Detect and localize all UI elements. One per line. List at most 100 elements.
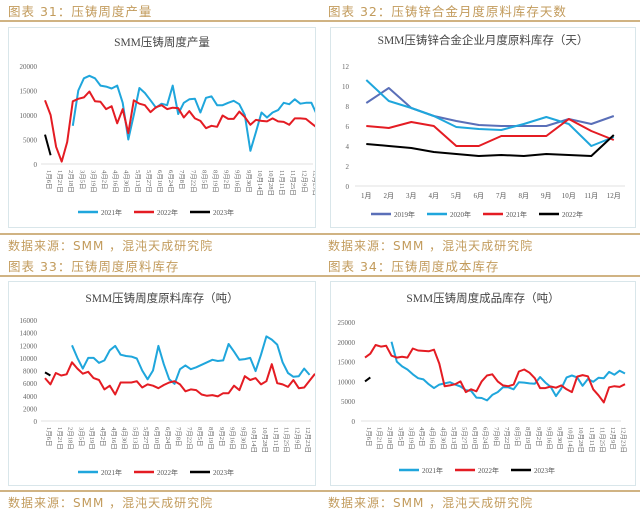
divider xyxy=(0,233,320,235)
legend-label: 2021年 xyxy=(422,466,443,475)
divider xyxy=(320,233,640,235)
legend-label: 2023年 xyxy=(534,466,555,475)
y-tick-label: 5000 xyxy=(23,137,38,145)
divider xyxy=(320,20,640,22)
x-tick-label: 5月 xyxy=(451,192,462,200)
x-tick-label: 11月 xyxy=(584,192,598,200)
y-tick-label: 2 xyxy=(346,163,350,171)
x-tick-label: 6月24日 xyxy=(167,170,175,193)
chart-box: SMM压铸周度产量 0 5000 10000 15000 20000 1月6日 1月21日 2月… xyxy=(8,27,320,228)
x-tick-label: 2月18日 xyxy=(67,170,75,193)
x-tick-label: 12月23日 xyxy=(304,427,312,453)
x-tick-label: 3月19日 xyxy=(88,427,96,450)
figure-caption: 图表 32：压铸锌合金月度原料库存天数 xyxy=(328,4,567,19)
divider xyxy=(0,490,320,492)
y-tick-label: 4000 xyxy=(23,393,38,401)
x-tick-label: 4月16日 xyxy=(112,170,120,193)
divider xyxy=(320,490,640,492)
chart-box: SMM压铸周度原料库存（吨） 0 2000 4000 6000 8000 10000 1200… xyxy=(8,281,316,486)
y-tick-label: 10000 xyxy=(20,112,38,120)
y-tick-label: 0 xyxy=(346,183,350,191)
x-tick-label: 8月5日 xyxy=(200,170,208,190)
x-tick-label: 6月10日 xyxy=(153,427,161,450)
x-tick-label: 6月24日 xyxy=(164,427,172,450)
chart-box: SMM压铸周度成品库存（吨） 0 5000 10000 15000 20000 25000 1… xyxy=(330,281,636,486)
x-tick-label: 9月30日 xyxy=(245,170,253,193)
y-tick-label: 20000 xyxy=(20,63,38,71)
x-tick-label: 6月 xyxy=(474,192,485,200)
x-tick-label: 3月5日 xyxy=(77,427,85,447)
y-tick-label: 6000 xyxy=(23,380,38,388)
series-line-2023年 xyxy=(44,371,51,377)
panel-figure-31: 图表 31：压铸周度产量 SMM压铸周度产量 0 5000 10000 15000 200… xyxy=(0,0,320,255)
legend-label: 2021年 xyxy=(101,468,122,477)
x-tick-label: 9月30日 xyxy=(556,427,564,450)
x-tick-label: 3月5日 xyxy=(78,170,86,190)
x-tick-label: 1月21日 xyxy=(376,427,384,450)
x-tick-label: 4月30日 xyxy=(121,427,129,450)
chart-production: SMM压铸周度产量 0 5000 10000 15000 20000 1月6日 1月21日 2月… xyxy=(20,35,320,217)
legend-label: 2022年 xyxy=(562,210,583,219)
x-tick-label: 11月11日 xyxy=(272,427,280,453)
source-note: 数据来源：SMM ，混沌天成研究院 xyxy=(8,239,214,253)
x-tick-label: 5月13日 xyxy=(450,427,458,450)
source-note: 数据来源：SMM ，混沌天成研究院 xyxy=(328,239,534,253)
x-tick-label: 4月2日 xyxy=(418,427,426,447)
y-tick-label: 15000 xyxy=(20,88,38,96)
source-note: 数据来源：SMM ，混沌天成研究院 xyxy=(8,496,214,510)
series-line-2021年 xyxy=(390,341,626,402)
chart-raw-inventory-days: SMM压铸锌合金企业月度原料库存（天） 0 2 4 6 8 10 12 1月 2月 3月 4月 5月 6月… xyxy=(342,33,625,219)
chart-title: SMM压铸周度原料库存（吨） xyxy=(85,291,238,305)
y-tick-label: 2000 xyxy=(23,405,38,413)
y-tick-label: 5000 xyxy=(341,398,356,406)
x-tick-label: 4月30日 xyxy=(439,427,447,450)
x-tick-label: 10月14日 xyxy=(250,427,258,453)
legend-label: 2023年 xyxy=(213,208,234,217)
x-tick-label: 11月11日 xyxy=(588,427,596,453)
x-tick-label: 4月16日 xyxy=(110,427,118,450)
x-tick-label: 1月21日 xyxy=(56,170,64,193)
y-tick-label: 25000 xyxy=(338,319,356,327)
x-tick-label: 7月22日 xyxy=(503,427,511,450)
y-tick-label: 20000 xyxy=(338,339,356,347)
x-tick-label: 11月25日 xyxy=(289,170,297,196)
y-tick-label: 4 xyxy=(346,143,350,151)
x-tick-label: 10月28日 xyxy=(261,427,269,453)
x-tick-label: 12月9日 xyxy=(293,427,301,450)
chart-title: SMM压铸锌合金企业月度原料库存（天） xyxy=(378,33,589,47)
x-tick-label: 9月30日 xyxy=(239,427,247,450)
legend-label: 2022年 xyxy=(478,466,499,475)
series-line-2022年 xyxy=(366,134,615,157)
x-tick-label: 4月30日 xyxy=(123,170,131,193)
y-tick-label: 10000 xyxy=(20,355,38,363)
y-tick-label: 14000 xyxy=(20,330,38,338)
panel-figure-33: 图表 33：压铸周度原料库存 SMM压铸周度原料库存（吨） 0 2000 4000 60… xyxy=(0,255,320,510)
x-tick-label: 6月24日 xyxy=(482,427,490,450)
series-line-2021年 xyxy=(71,335,311,385)
y-tick-label: 10000 xyxy=(338,378,356,386)
y-tick-label: 10 xyxy=(342,83,350,91)
x-tick-label: 4月2日 xyxy=(99,427,107,447)
panel-figure-32: 图表 32：压铸锌合金月度原料库存天数 SMM压铸锌合金企业月度原料库存（天） 0… xyxy=(320,0,640,255)
x-tick-label: 9月2日 xyxy=(535,427,543,447)
chart-box: SMM压铸锌合金企业月度原料库存（天） 0 2 4 6 8 10 12 1月 2月 3月 4月 5月 6月… xyxy=(330,27,636,228)
y-tick-label: 0 xyxy=(34,418,38,426)
y-tick-label: 8000 xyxy=(23,368,38,376)
series-line-2023年 xyxy=(364,376,371,383)
x-tick-label: 8月 xyxy=(519,192,530,200)
x-tick-label: 4月16日 xyxy=(429,427,437,450)
x-tick-label: 10月14日 xyxy=(567,427,575,453)
series-line-2021年 xyxy=(71,74,318,152)
x-tick-label: 11月25日 xyxy=(598,427,606,453)
y-tick-label: 16000 xyxy=(20,317,38,325)
x-tick-label: 1月6日 xyxy=(365,427,373,447)
x-tick-label: 3月 xyxy=(406,192,417,200)
divider xyxy=(0,275,320,277)
x-tick-label: 12月23日 xyxy=(620,427,628,453)
panel-figure-34: 图表 34：压铸周度成本库存 SMM压铸周度成品库存（吨） 0 5000 10000 1… xyxy=(320,255,640,510)
figure-caption: 图表 31：压铸周度产量 xyxy=(8,4,153,19)
x-tick-label: 9月16日 xyxy=(234,170,242,193)
y-tick-label: 12 xyxy=(342,63,350,71)
x-tick-label: 7月8日 xyxy=(492,427,500,447)
x-tick-label: 11月25日 xyxy=(283,427,291,453)
